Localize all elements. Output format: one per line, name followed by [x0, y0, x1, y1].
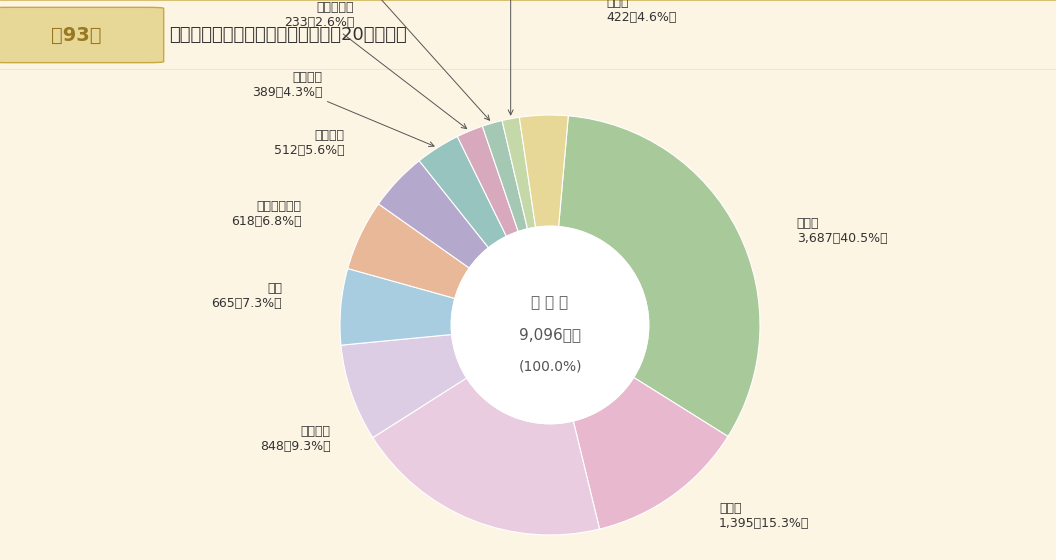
Text: 駐車場整備
233（2.6%）: 駐車場整備 233（2.6%）	[284, 2, 467, 129]
Text: 事 業 数: 事 業 数	[531, 296, 568, 310]
Wedge shape	[373, 378, 600, 535]
Text: 病院
665（7.3%）: 病院 665（7.3%）	[211, 282, 282, 310]
Text: 観光施設
389（4.3%）: 観光施設 389（4.3%）	[251, 71, 434, 147]
Wedge shape	[457, 126, 518, 236]
Text: (100.0%): (100.0%)	[518, 360, 582, 374]
Wedge shape	[483, 120, 528, 231]
Text: 9,096事業: 9,096事業	[518, 328, 581, 343]
Text: 上水道
1,395（15.3%）: 上水道 1,395（15.3%）	[719, 502, 809, 530]
Wedge shape	[559, 116, 760, 436]
Wedge shape	[340, 269, 455, 345]
Text: 簡易水道
848（9.3%）: 簡易水道 848（9.3%）	[260, 426, 331, 454]
Text: 市場
176（1.9%）: 市場 176（1.9%）	[306, 0, 490, 120]
Wedge shape	[347, 204, 469, 298]
Text: 第93図: 第93図	[51, 26, 101, 44]
Wedge shape	[378, 161, 489, 268]
Text: 工業用水道
151（1.7%）: 工業用水道 151（1.7%）	[475, 0, 546, 115]
Wedge shape	[341, 334, 467, 438]
Text: 地方公営企業の事業数の状況（平成20年度末）: 地方公営企業の事業数の状況（平成20年度末）	[169, 26, 407, 44]
Text: 下水道
3,687（40.5%）: 下水道 3,687（40.5%）	[797, 217, 887, 245]
Text: その他
422（4.6%）: その他 422（4.6%）	[607, 0, 677, 24]
Wedge shape	[502, 117, 535, 229]
FancyBboxPatch shape	[0, 7, 164, 63]
Text: 宅地造成
512（5.6%）: 宅地造成 512（5.6%）	[275, 129, 344, 157]
Wedge shape	[573, 377, 728, 529]
Wedge shape	[419, 137, 507, 248]
Wedge shape	[520, 115, 568, 227]
Text: 介護サービス
618（6.8%）: 介護サービス 618（6.8%）	[231, 200, 302, 228]
Circle shape	[451, 226, 648, 424]
